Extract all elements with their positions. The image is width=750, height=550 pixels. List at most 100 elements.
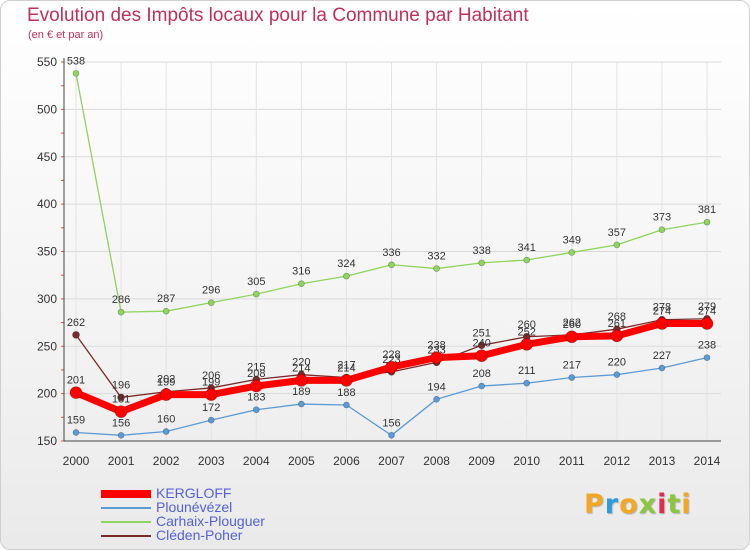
data-point-kergloff (610, 329, 624, 343)
legend-label-carhaix-plouguer: Carhaix-Plouguer (156, 513, 265, 529)
data-point-kergloff (475, 349, 488, 363)
data-point-carhaix-plouguer (117, 308, 125, 316)
data-label-carhaix-plouguer: 341 (518, 242, 536, 254)
legend-item-plounevezel[interactable]: Plounévézel (101, 499, 361, 515)
x-tick-label: 2013 (649, 454, 676, 468)
data-point-cleden-poher (72, 331, 80, 339)
data-point-carhaix-plouguer (478, 259, 485, 267)
legend-label-cleden-poher: Cléden-Poher (156, 527, 243, 543)
y-tick-label: 200 (37, 387, 57, 401)
data-point-carhaix-plouguer (343, 272, 350, 280)
data-label-cleden-poher: 196 (112, 379, 130, 391)
x-tick-label: 2003 (198, 454, 225, 468)
y-tick-label: 500 (37, 102, 57, 116)
data-label-carhaix-plouguer: 357 (608, 227, 626, 239)
data-point-plounevezel (658, 364, 666, 372)
y-tick-label: 350 (37, 245, 57, 259)
data-point-plounevezel (433, 396, 440, 403)
data-label-plounevezel: 238 (698, 340, 716, 352)
logo-letter: o (619, 489, 639, 520)
x-tick-label: 2007 (378, 454, 405, 468)
data-label-carhaix-plouguer: 324 (337, 258, 355, 270)
data-label-plounevezel: 172 (202, 402, 220, 414)
data-label-cleden-poher: 268 (608, 311, 626, 323)
data-point-plounevezel (298, 400, 305, 408)
data-point-carhaix-plouguer (252, 290, 260, 298)
data-label-plounevezel: 208 (472, 368, 490, 380)
legend-swatch-carhaix-plouguer (101, 521, 151, 523)
data-point-plounevezel (252, 406, 260, 414)
data-point-plounevezel (162, 428, 170, 435)
data-label-cleden-poher: 202 (157, 374, 175, 386)
logo-letter: r (604, 489, 620, 520)
data-label-plounevezel: 188 (337, 387, 355, 399)
proxiti-logo: Proxiti (584, 489, 692, 520)
data-label-plounevezel: 156 (382, 417, 400, 429)
data-label-kergloff: 214 (337, 362, 355, 374)
data-label-cleden-poher: 262 (563, 317, 581, 329)
data-label-kergloff: 181 (112, 394, 130, 406)
data-label-carhaix-plouguer: 286 (112, 294, 130, 306)
chart-subtitle: (en € et par an) (28, 29, 104, 41)
data-point-carhaix-plouguer (207, 299, 215, 306)
data-label-cleden-poher: 233 (427, 344, 445, 356)
data-point-carhaix-plouguer (568, 249, 576, 256)
y-tick-label: 450 (37, 150, 57, 164)
data-point-plounevezel (117, 432, 125, 439)
data-label-plounevezel: 156 (112, 417, 130, 429)
y-tick-label: 300 (37, 292, 57, 306)
data-point-carhaix-plouguer (703, 218, 711, 226)
data-point-kergloff (520, 338, 534, 351)
x-tick-label: 2011 (559, 454, 585, 468)
data-label-carhaix-plouguer: 349 (563, 234, 581, 246)
logo-letter: x (638, 489, 658, 520)
data-label-kergloff: 228 (382, 349, 400, 361)
legend-label-plounevezel: Plounévézel (156, 499, 233, 515)
data-point-carhaix-plouguer (162, 307, 170, 315)
data-point-carhaix-plouguer (388, 261, 395, 269)
data-point-kergloff (385, 360, 398, 374)
x-tick-label: 2000 (63, 454, 90, 468)
y-tick-label: 150 (37, 434, 57, 448)
data-label-carhaix-plouguer: 305 (247, 276, 265, 288)
data-label-kergloff: 252 (518, 326, 536, 338)
data-label-plounevezel: 220 (608, 357, 626, 369)
data-point-cleden-poher (477, 341, 486, 350)
data-point-kergloff (565, 330, 579, 344)
data-label-carhaix-plouguer: 538 (67, 55, 85, 67)
data-label-carhaix-plouguer: 373 (653, 212, 671, 224)
data-label-cleden-poher: 251 (472, 327, 490, 339)
data-point-kergloff (69, 386, 83, 399)
data-point-plounevezel (343, 401, 350, 409)
data-label-plounevezel: 183 (247, 392, 265, 404)
data-label-plounevezel: 217 (563, 360, 581, 372)
data-label-kergloff: 260 (563, 319, 581, 331)
data-label-cleden-poher: 217 (337, 360, 355, 372)
data-point-kergloff (430, 351, 443, 364)
data-label-kergloff: 274 (653, 306, 671, 318)
data-label-kergloff: 208 (247, 368, 265, 380)
legend-item-carhaix-plouguer[interactable]: Carhaix-Plouguer (101, 513, 361, 529)
data-label-carhaix-plouguer: 332 (427, 251, 445, 263)
data-point-plounevezel (523, 379, 531, 387)
x-tick-label: 2001 (108, 454, 135, 468)
y-tick-label: 250 (37, 339, 57, 353)
legend-item-kergloff[interactable]: KERGLOFF (101, 485, 361, 501)
legend-swatch-plounevezel (101, 507, 151, 509)
data-label-kergloff: 274 (698, 306, 716, 318)
data-label-plounevezel: 189 (292, 386, 310, 398)
data-label-plounevezel: 160 (157, 414, 175, 426)
data-point-plounevezel (568, 374, 576, 381)
data-label-cleden-poher: 262 (67, 317, 85, 329)
data-label-cleden-poher: 220 (292, 357, 310, 369)
data-label-kergloff: 199 (157, 377, 175, 389)
data-point-plounevezel (703, 354, 711, 361)
data-label-carhaix-plouguer: 287 (157, 293, 175, 305)
legend-item-cleden-poher[interactable]: Cléden-Poher (101, 527, 361, 543)
data-point-kergloff (114, 405, 128, 418)
data-label-plounevezel: 159 (67, 414, 85, 426)
data-point-plounevezel (613, 371, 621, 378)
chart-legend: KERGLOFF Plounévézel Carhaix-Plouguer Cl… (101, 485, 361, 543)
